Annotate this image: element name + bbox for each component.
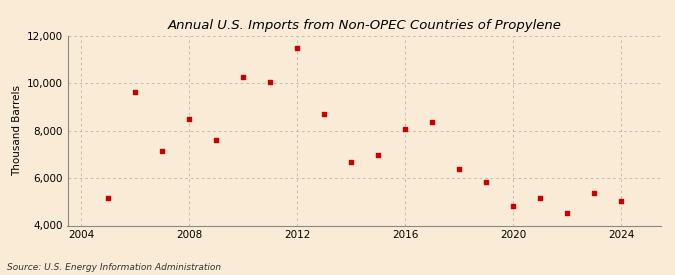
Point xyxy=(400,127,410,131)
Point xyxy=(562,211,572,215)
Point xyxy=(157,148,167,153)
Point xyxy=(319,112,329,117)
Point xyxy=(535,195,545,200)
Point xyxy=(481,180,491,185)
Point xyxy=(616,199,626,203)
Point xyxy=(184,117,194,122)
Point xyxy=(373,153,383,157)
Point xyxy=(427,120,437,125)
Point xyxy=(589,191,599,195)
Point xyxy=(346,160,356,164)
Point xyxy=(292,46,302,51)
Y-axis label: Thousand Barrels: Thousand Barrels xyxy=(12,85,22,176)
Point xyxy=(130,90,140,94)
Title: Annual U.S. Imports from Non-OPEC Countries of Propylene: Annual U.S. Imports from Non-OPEC Countr… xyxy=(167,19,562,32)
Point xyxy=(103,196,113,200)
Point xyxy=(508,204,518,208)
Point xyxy=(265,80,275,84)
Point xyxy=(211,138,221,142)
Point xyxy=(454,167,464,171)
Point xyxy=(238,74,248,79)
Text: Source: U.S. Energy Information Administration: Source: U.S. Energy Information Administ… xyxy=(7,263,221,272)
